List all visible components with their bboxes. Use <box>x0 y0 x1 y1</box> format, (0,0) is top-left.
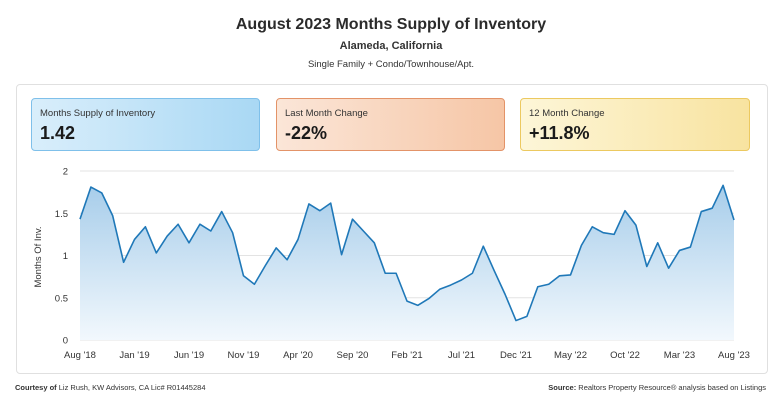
months-supply-card: Months Supply of Inventory 1.42 <box>31 98 260 151</box>
courtesy-bold-label: Courtesy of <box>15 383 57 392</box>
y-tick-label: 1.5 <box>55 209 68 220</box>
y-tick-label: 0.5 <box>55 293 68 304</box>
chart-title: August 2023 Months Supply of Inventory <box>235 16 547 33</box>
last-month-change-value: -22% <box>285 123 328 143</box>
source-text: Realtors Property Resource® analysis bas… <box>576 383 766 392</box>
x-tick-label: Jun '19 <box>174 350 204 361</box>
twelve-month-change-value: +11.8% <box>529 123 590 143</box>
x-tick-label: Mar '23 <box>664 350 695 361</box>
months-supply-value: 1.42 <box>40 123 76 143</box>
x-tick-label: Aug '23 <box>718 350 750 361</box>
x-tick-label: Apr '20 <box>283 350 313 361</box>
twelve-month-change-label: 12 Month Change <box>529 108 605 119</box>
data-line <box>79 184 735 322</box>
y-axis-label: Months Of Inv. <box>33 226 44 287</box>
area-fill <box>80 185 734 340</box>
chart-subtitle-property-types: Single Family + Condo/Townhouse/Apt. <box>307 59 475 70</box>
courtesy-text: Liz Rush, KW Advisors, CA Lic# R01445284 <box>56 383 206 392</box>
source-bold-label: Source: <box>548 383 577 392</box>
x-tick-label: Sep '20 <box>337 350 369 361</box>
x-tick-label: Feb '21 <box>391 350 422 361</box>
y-tick-label: 1 <box>63 251 68 262</box>
x-tick-label: Dec '21 <box>500 350 532 361</box>
y-tick-label: 2 <box>63 167 68 178</box>
x-tick-label: May '22 <box>554 350 587 361</box>
x-tick-label: Aug '18 <box>64 350 96 361</box>
x-tick-label: Jan '19 <box>119 350 149 361</box>
twelve-month-change-card: 12 Month Change +11.8% <box>520 98 750 151</box>
chart-subtitle-location: Alameda, California <box>339 40 443 52</box>
y-tick-label: 0 <box>63 336 68 347</box>
courtesy-footer: Courtesy of Liz Rush, KW Advisors, CA Li… <box>15 383 206 392</box>
x-tick-label: Oct '22 <box>610 350 640 361</box>
last-month-change-card: Last Month Change -22% <box>276 98 505 151</box>
last-month-change-label: Last Month Change <box>285 108 368 119</box>
x-tick-label: Jul '21 <box>448 350 475 361</box>
source-footer: Source: Realtors Property Resource® anal… <box>548 383 766 392</box>
months-supply-label: Months Supply of Inventory <box>40 108 156 119</box>
x-tick-label: Nov '19 <box>228 350 260 361</box>
